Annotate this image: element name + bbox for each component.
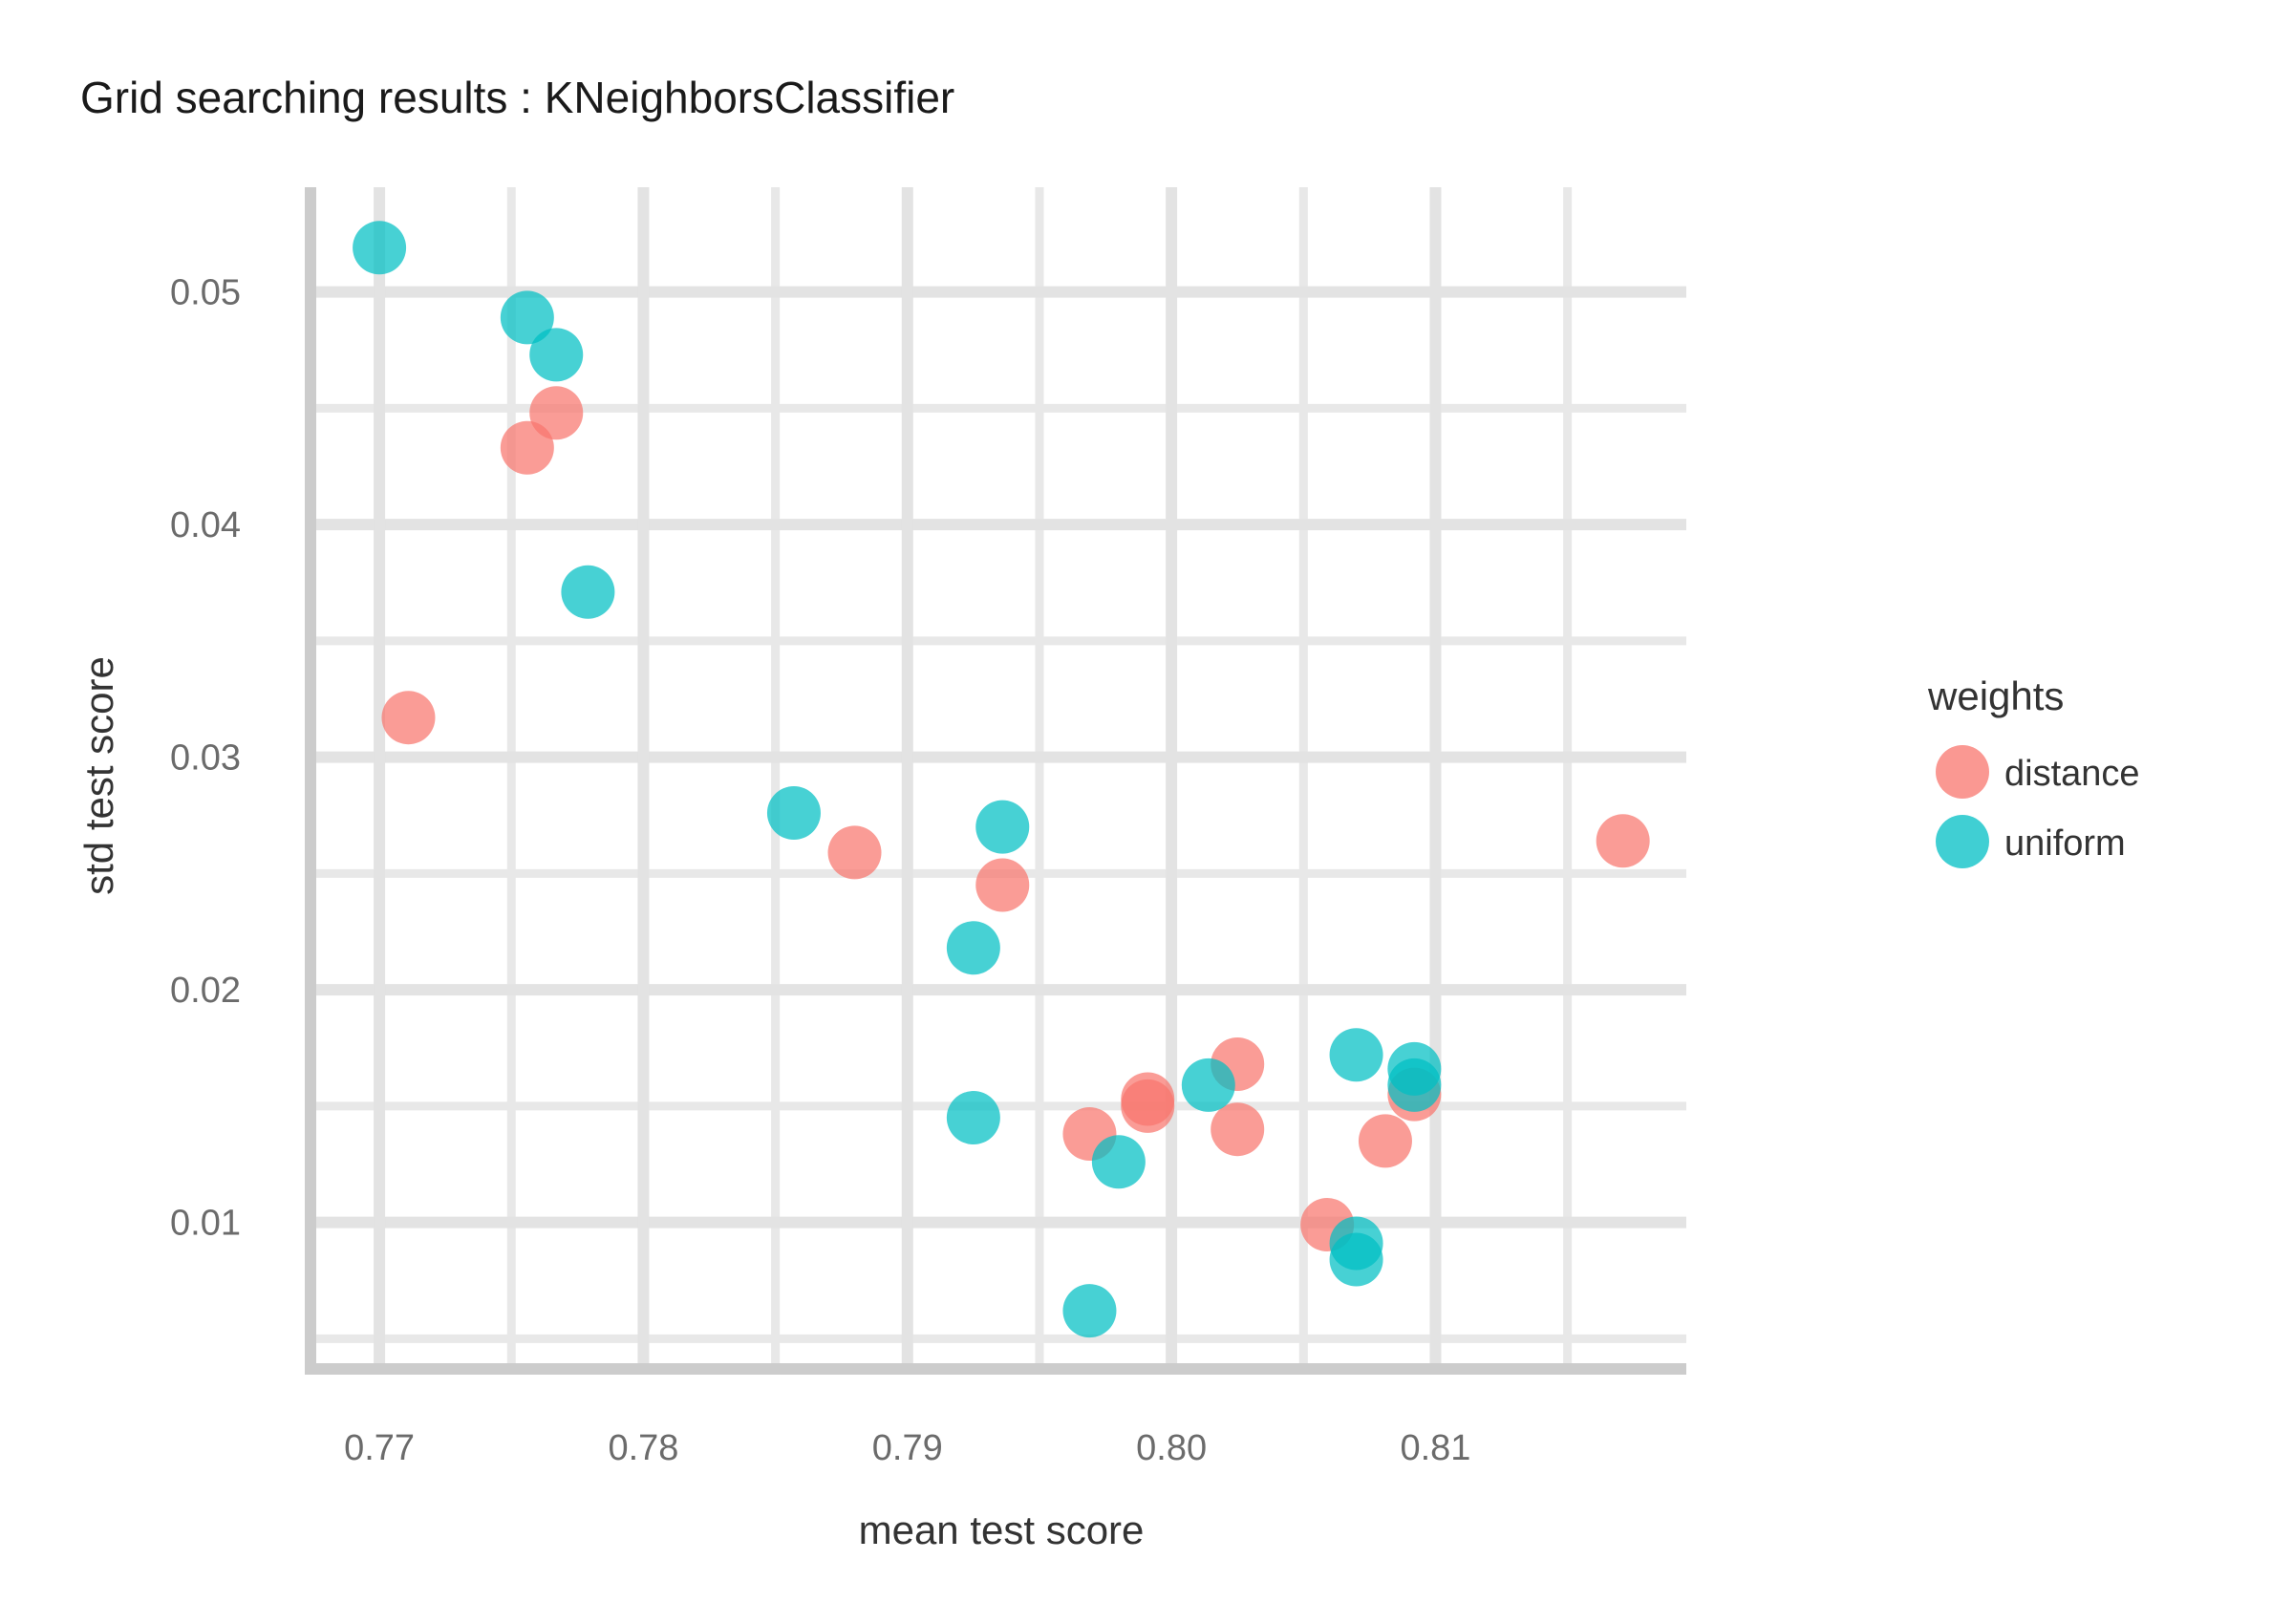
grid [313,187,1686,1369]
x-tick-labels: 0.77 0.78 0.79 0.80 0.81 [344,1428,1470,1468]
y-tick-label: 0.05 [170,273,241,313]
y-tick-label: 0.03 [170,738,241,779]
x-tick-label: 0.79 [872,1428,943,1468]
data-point-uniform [946,1091,1000,1145]
data-point-uniform [1329,1028,1383,1082]
data-point-distance [827,825,882,880]
x-tick-label: 0.77 [344,1428,415,1468]
data-point-uniform [1091,1135,1146,1189]
legend: weights distance uniform [1927,673,2140,868]
y-tick-label: 0.01 [170,1204,241,1244]
data-point-uniform [561,565,615,619]
data-point-distance [1121,1079,1175,1133]
legend-swatch-uniform [1936,815,1989,868]
data-point-distance [529,386,584,440]
x-axis-title: mean test score [859,1507,1145,1552]
data-point-uniform [529,328,584,382]
data-point-uniform [975,800,1030,854]
data-point-distance [975,858,1030,912]
data-point-uniform [766,786,821,841]
x-tick-label: 0.80 [1136,1428,1207,1468]
data-points [353,221,1650,1338]
chart-title: Grid searching results : KNeighborsClass… [80,73,954,122]
data-point-distance [1596,814,1650,868]
y-tick-labels: 0.01 0.02 0.03 0.04 0.05 [170,273,241,1244]
data-point-distance [1358,1114,1412,1168]
legend-title: weights [1927,673,2064,718]
data-point-uniform [500,290,554,345]
data-point-distance [1211,1102,1265,1157]
x-tick-label: 0.81 [1400,1428,1470,1468]
data-point-uniform [1181,1058,1235,1112]
y-axis-title: std test score [76,656,121,895]
data-point-uniform [1062,1284,1117,1338]
legend-label-distance: distance [2004,754,2140,794]
data-point-distance [381,691,436,745]
data-point-uniform [1329,1232,1383,1287]
data-point-uniform [353,221,407,275]
x-tick-label: 0.78 [608,1428,678,1468]
data-point-uniform [1387,1058,1442,1112]
legend-label-uniform: uniform [2004,823,2126,864]
axes [305,187,1686,1375]
legend-swatch-distance [1936,745,1989,799]
y-tick-label: 0.04 [170,505,241,545]
y-tick-label: 0.02 [170,971,241,1011]
data-point-uniform [946,921,1000,975]
